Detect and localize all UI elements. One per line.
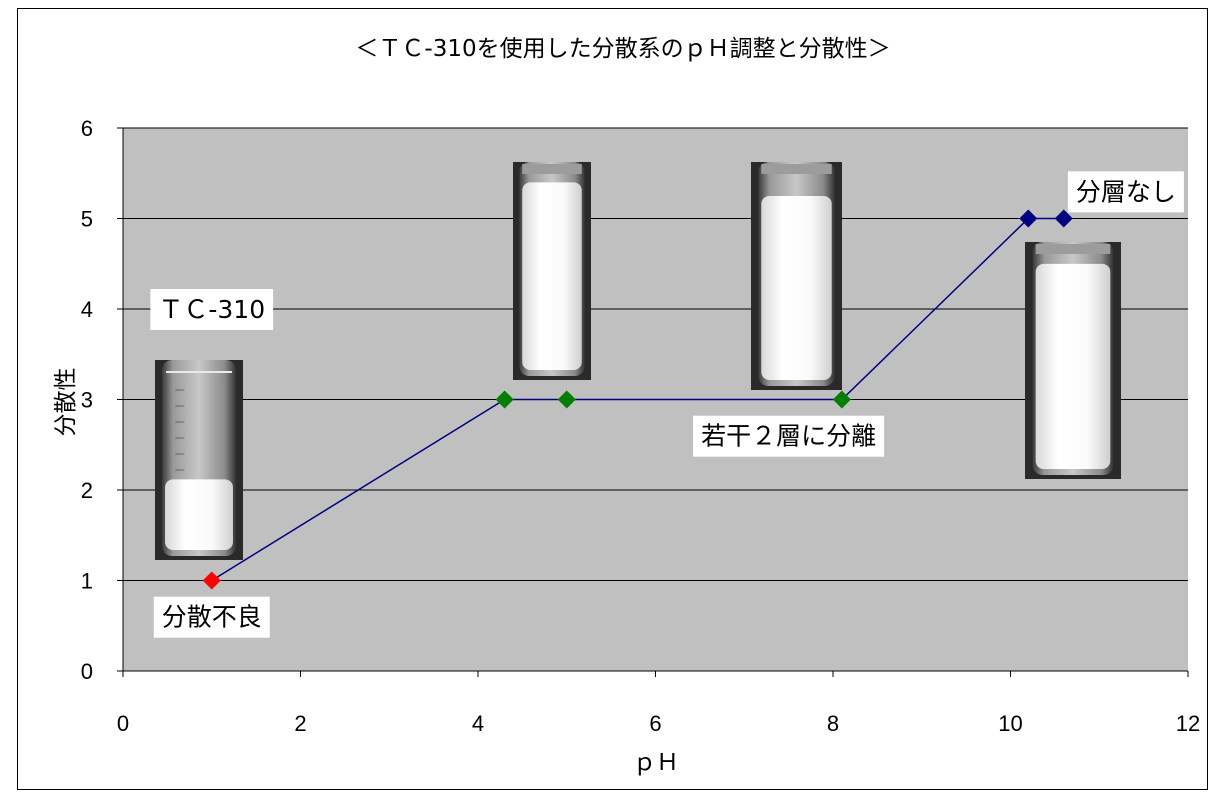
data-point	[202, 571, 221, 590]
test-tube-ph10	[1025, 242, 1121, 479]
data-point	[1054, 209, 1073, 228]
axes	[117, 127, 1189, 677]
annotation-text: 分層なし	[1076, 177, 1176, 206]
plot-area: ＴＣ-310 分散不良 若干２層に分離 分層なし	[117, 127, 1189, 677]
data-point	[1019, 209, 1038, 228]
x-tick-label: 4	[472, 711, 484, 736]
annotations-group: ＴＣ-310 分散不良 若干２層に分離 分層なし	[150, 171, 1184, 638]
y-tick-labels: 0 1 2 3 4 5 6	[81, 116, 93, 684]
test-tube-tc310	[155, 360, 243, 560]
x-tick-label: 8	[827, 711, 839, 736]
y-tick-label: 1	[81, 569, 93, 594]
y-tick-label: 2	[81, 478, 93, 503]
chart-title: ＜ＴＣ-310を使用した分散系のｐＨ調整と分散性＞	[355, 36, 890, 62]
annotation-text: 若干２層に分離	[701, 422, 876, 451]
annotation-label: 分層なし	[1067, 171, 1184, 213]
annotation-label: 分散不良	[153, 596, 270, 638]
tube-rim	[761, 164, 832, 174]
x-tick-label: 10	[998, 711, 1022, 736]
y-tick-label: 3	[81, 388, 93, 413]
tube-liquid	[522, 182, 582, 370]
annotation-box	[1067, 171, 1184, 213]
x-tick-label: 2	[294, 711, 306, 736]
y-axis-title: 分散性	[53, 368, 79, 437]
annotation-text: ＴＣ-310	[158, 295, 265, 324]
data-point	[557, 390, 576, 409]
annotation-label: 若干２層に分離	[693, 415, 885, 457]
x-axis-title: ｐＨ	[633, 750, 679, 776]
tube-rim	[1035, 244, 1111, 254]
y-tick-label: 5	[81, 207, 93, 232]
y-tick-label: 4	[81, 297, 93, 322]
test-tube-ph8	[751, 162, 842, 390]
y-tick-label: 6	[81, 116, 93, 141]
annotation-box	[150, 289, 274, 330]
test-tube-photos	[155, 162, 1121, 560]
annotation-box	[693, 415, 885, 457]
tube-rim	[522, 164, 582, 174]
x-tick-label: 6	[649, 711, 661, 736]
x-tick-label: 12	[1176, 711, 1200, 736]
x-tick-label: 0	[117, 711, 129, 736]
data-point	[495, 390, 514, 409]
tube-liquid	[165, 479, 233, 550]
x-tick-labels: 0 2 4 6 8 10 12	[117, 711, 1200, 736]
tube-liquid	[761, 195, 832, 380]
annotation-label: ＴＣ-310	[150, 289, 274, 330]
series-group	[202, 209, 1073, 590]
y-tick-label: 0	[81, 659, 93, 684]
annotation-box	[153, 596, 270, 638]
tube-liquid	[1035, 263, 1111, 469]
test-tube-ph4	[513, 162, 591, 380]
annotation-text: 分散不良	[162, 603, 262, 632]
data-point	[832, 390, 851, 409]
